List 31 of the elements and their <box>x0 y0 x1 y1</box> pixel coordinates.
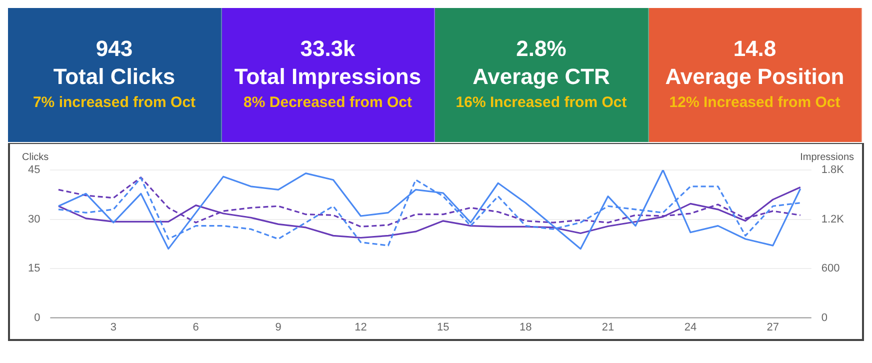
x-tick-label: 27 <box>766 321 780 334</box>
y-tick-label: 45 <box>28 164 40 176</box>
y2-tick-label: 0 <box>821 312 828 324</box>
x-tick-label: 3 <box>110 321 116 334</box>
y2-tick-label: 1.8K <box>821 164 845 176</box>
text: 7% increased from Oct <box>32 93 197 113</box>
text: 12% Increased from Oct <box>668 93 842 113</box>
text: Total Impressions <box>233 63 422 91</box>
text: 943 <box>94 35 134 63</box>
x-tick-label: 9 <box>275 321 282 334</box>
text: Average Position <box>664 63 846 91</box>
text: 8% Decreased from Oct <box>242 93 413 113</box>
text: Total Clicks <box>52 63 176 91</box>
y2-tick-label: 1.2K <box>821 213 845 226</box>
y-axis-title: Clicks <box>22 152 49 163</box>
y-tick-label: 15 <box>28 262 40 275</box>
text: 2.8% <box>515 35 568 63</box>
text: 14.8 <box>732 35 778 63</box>
y-tick-label: 30 <box>28 213 40 226</box>
text: 33.3k <box>299 35 356 63</box>
x-tick-label: 12 <box>354 321 367 334</box>
y2-axis-title: Impressions <box>800 152 854 163</box>
y-tick-label: 0 <box>34 312 40 324</box>
x-tick-label: 18 <box>519 321 532 334</box>
text: 16% Increased from Oct <box>454 93 628 113</box>
x-tick-label: 24 <box>684 321 697 334</box>
y2-tick-label: 600 <box>821 262 840 275</box>
x-tick-label: 21 <box>602 321 614 334</box>
x-tick-label: 15 <box>437 321 450 334</box>
x-tick-label: 6 <box>192 321 199 334</box>
text: Average CTR <box>472 63 611 91</box>
